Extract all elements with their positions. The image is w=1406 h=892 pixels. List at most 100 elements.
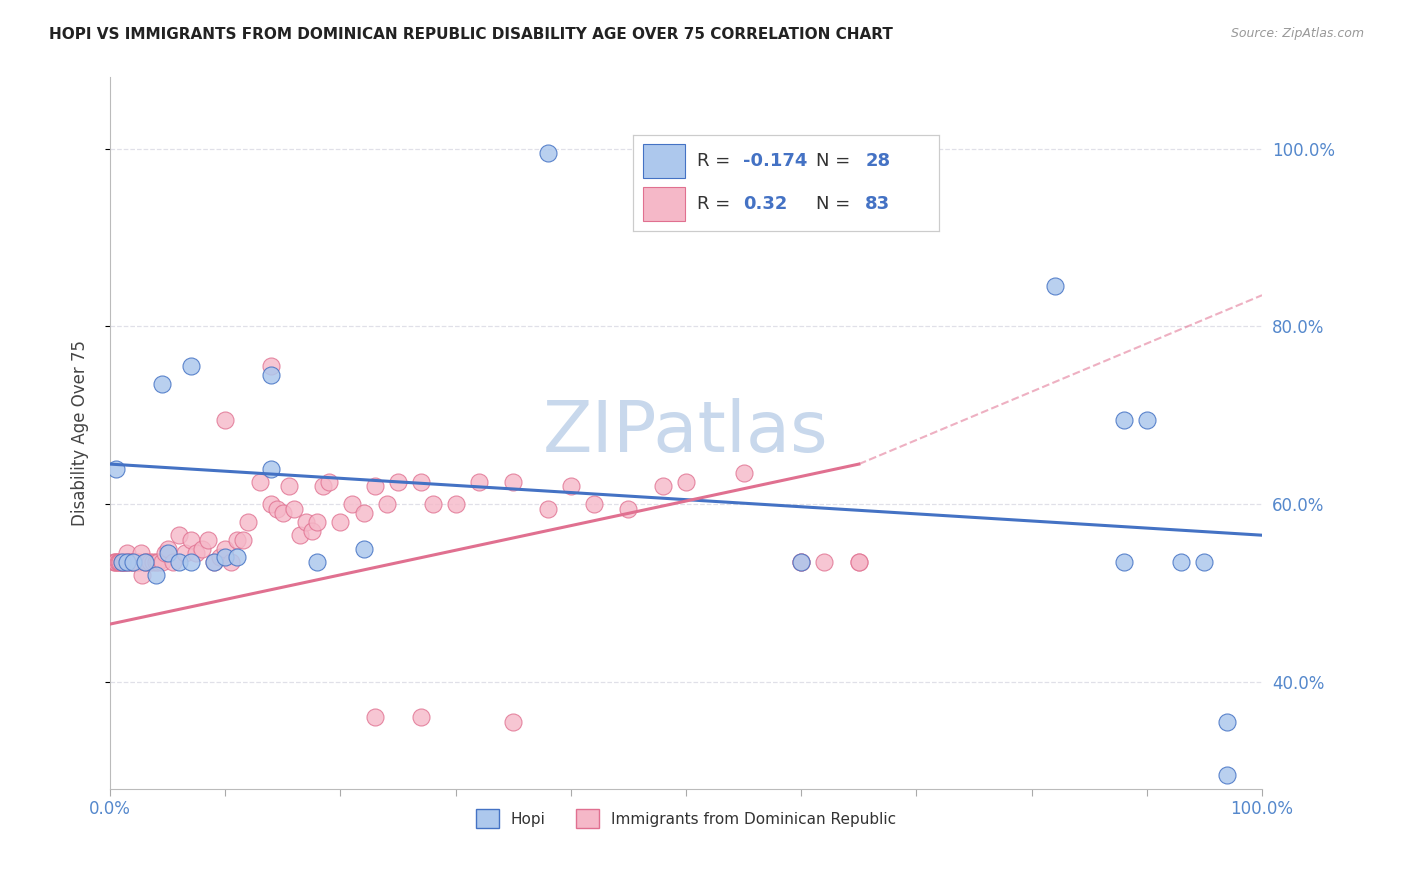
Point: [467, 475, 489, 489]
Point: [180, 533, 202, 547]
Text: 0.32: 0.32: [744, 195, 787, 213]
Text: ZIPatlas: ZIPatlas: [543, 399, 830, 467]
Point: [104, 461, 127, 475]
Point: [353, 506, 375, 520]
Point: [155, 546, 177, 560]
Point: [128, 555, 150, 569]
Point: [214, 550, 236, 565]
Point: [582, 497, 605, 511]
Point: [283, 501, 305, 516]
Text: N =: N =: [817, 152, 856, 170]
Point: [340, 497, 363, 511]
Point: [197, 533, 219, 547]
Point: [114, 555, 136, 569]
Point: [180, 359, 202, 374]
Point: [1136, 412, 1159, 426]
Point: [110, 555, 132, 569]
Point: [202, 555, 225, 569]
Point: [1216, 714, 1239, 729]
Point: [112, 555, 135, 569]
Point: [148, 555, 170, 569]
Point: [502, 475, 524, 489]
Point: [295, 515, 318, 529]
Point: [652, 479, 675, 493]
Point: [145, 568, 167, 582]
Point: [124, 555, 146, 569]
Point: [117, 555, 139, 569]
Point: [180, 555, 202, 569]
Point: [225, 550, 247, 565]
Point: [117, 555, 139, 569]
Point: [318, 475, 340, 489]
Bar: [643, 145, 685, 178]
Point: [364, 479, 387, 493]
Point: [375, 497, 398, 511]
Point: [104, 555, 127, 569]
Point: [110, 555, 132, 569]
Point: [813, 555, 835, 569]
Text: 83: 83: [865, 195, 890, 213]
Point: [1216, 768, 1239, 782]
Point: [307, 515, 329, 529]
Point: [502, 714, 524, 729]
Point: [733, 466, 755, 480]
Point: [214, 412, 236, 426]
Text: R =: R =: [697, 195, 737, 213]
Text: -0.174: -0.174: [744, 152, 807, 170]
Text: N =: N =: [817, 195, 856, 213]
Point: [444, 497, 467, 511]
Point: [111, 555, 134, 569]
Point: [329, 515, 352, 529]
Text: 28: 28: [865, 152, 890, 170]
Point: [134, 555, 156, 569]
Point: [219, 555, 242, 569]
Point: [353, 541, 375, 556]
Point: [387, 475, 409, 489]
Point: [145, 555, 167, 569]
Point: [411, 710, 433, 724]
Point: [202, 555, 225, 569]
Point: [129, 546, 152, 560]
Point: [260, 461, 283, 475]
Point: [232, 533, 254, 547]
Point: [848, 555, 870, 569]
Point: [422, 497, 444, 511]
Point: [156, 546, 179, 560]
Point: [848, 555, 870, 569]
Point: [118, 555, 141, 569]
Point: [186, 546, 208, 560]
Point: [675, 475, 697, 489]
Point: [150, 377, 173, 392]
Point: [214, 541, 236, 556]
Point: [260, 497, 283, 511]
Text: HOPI VS IMMIGRANTS FROM DOMINICAN REPUBLIC DISABILITY AGE OVER 75 CORRELATION CH: HOPI VS IMMIGRANTS FROM DOMINICAN REPUBL…: [49, 27, 893, 42]
Point: [790, 555, 813, 569]
Point: [191, 541, 214, 556]
Y-axis label: Disability Age Over 75: Disability Age Over 75: [72, 340, 89, 526]
Point: [167, 528, 190, 542]
Point: [249, 475, 271, 489]
Point: [142, 555, 165, 569]
Point: [156, 541, 179, 556]
Point: [238, 515, 260, 529]
Point: [271, 506, 294, 520]
Point: [537, 146, 560, 161]
Point: [108, 555, 131, 569]
Point: [136, 555, 159, 569]
Point: [225, 533, 247, 547]
Point: [288, 528, 311, 542]
Point: [162, 555, 184, 569]
Point: [122, 555, 145, 569]
Point: [1170, 555, 1192, 569]
Point: [122, 555, 145, 569]
Point: [134, 555, 156, 569]
Point: [107, 555, 129, 569]
Point: [260, 368, 283, 383]
Point: [208, 550, 231, 565]
Bar: [643, 187, 685, 221]
Point: [301, 524, 323, 538]
Point: [174, 546, 197, 560]
Point: [312, 479, 335, 493]
Point: [104, 555, 127, 569]
Point: [131, 568, 153, 582]
